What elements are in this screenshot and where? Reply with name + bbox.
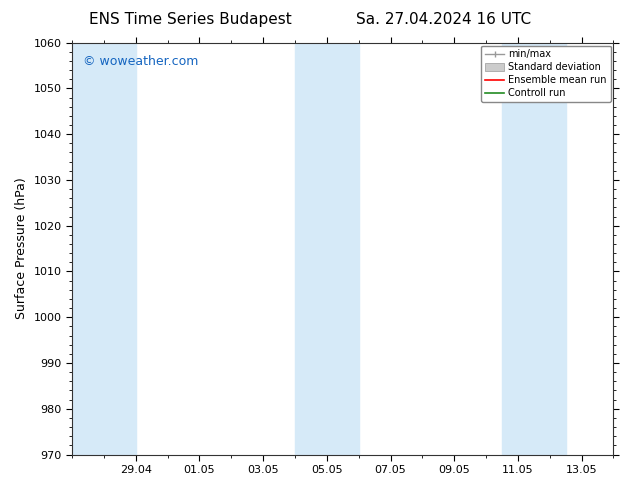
Legend: min/max, Standard deviation, Ensemble mean run, Controll run: min/max, Standard deviation, Ensemble me…: [481, 46, 611, 102]
Text: Sa. 27.04.2024 16 UTC: Sa. 27.04.2024 16 UTC: [356, 12, 531, 27]
Text: ENS Time Series Budapest: ENS Time Series Budapest: [89, 12, 292, 27]
Bar: [295, 43, 359, 455]
Text: © woweather.com: © woweather.com: [83, 55, 198, 68]
Bar: [72, 43, 136, 455]
Y-axis label: Surface Pressure (hPa): Surface Pressure (hPa): [15, 178, 28, 319]
Bar: [502, 43, 566, 455]
